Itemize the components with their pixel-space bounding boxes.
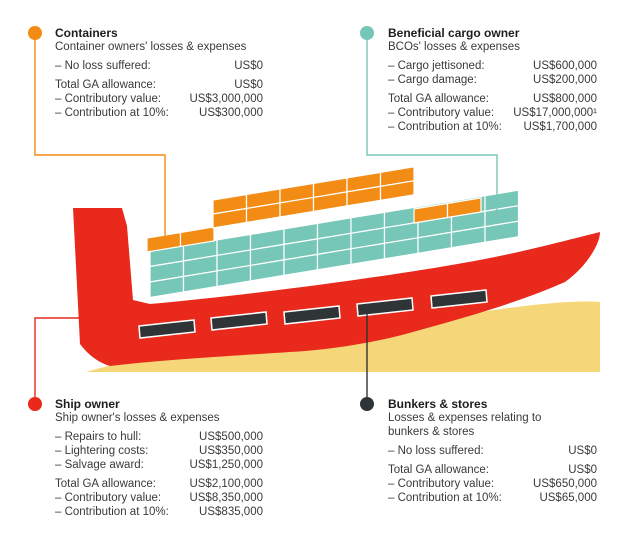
row-value: US$65,000 bbox=[539, 492, 597, 504]
row-label: – Contributory value: bbox=[55, 492, 162, 504]
row: – Contributory value: US$8,350,000 bbox=[55, 491, 263, 505]
cargo-owner-subtitle: BCOs' losses & expenses bbox=[388, 41, 520, 53]
row: – Contribution at 10%: US$300,000 bbox=[55, 106, 263, 120]
containers-dot-icon bbox=[28, 26, 42, 40]
row: – Contributory value: US$650,000 bbox=[388, 477, 597, 491]
row: – Contribution at 10%: US$65,000 bbox=[388, 491, 597, 505]
row-value: US$0 bbox=[234, 79, 263, 91]
cargo-containers bbox=[149, 189, 520, 299]
row-label: – No loss suffered: bbox=[55, 60, 151, 72]
row-label: – Lightering costs: bbox=[55, 445, 149, 457]
row: Total GA allowance: US$2,100,000 bbox=[55, 477, 263, 491]
row-value: US$3,000,000 bbox=[189, 93, 263, 105]
row-value: US$800,000 bbox=[533, 93, 597, 105]
cargo-container bbox=[484, 220, 520, 243]
ship-dot-icon bbox=[28, 397, 42, 411]
containers-title: Containers bbox=[55, 26, 118, 40]
row-label: – Contributory value: bbox=[388, 107, 495, 119]
row-value: US$650,000 bbox=[533, 478, 597, 490]
cargo-owner-title: Beneficial cargo owner bbox=[388, 26, 520, 40]
owner-containers bbox=[146, 166, 482, 253]
row-value: US$350,000 bbox=[199, 445, 263, 457]
row: – Contribution at 10%: US$1,700,000 bbox=[388, 120, 597, 134]
row-label: – Contribution at 10%: bbox=[55, 107, 169, 119]
row-label: – Contribution at 10%: bbox=[55, 506, 169, 518]
ship-owner-subtitle: Ship owner's losses & expenses bbox=[55, 412, 220, 424]
row-value: US$1,250,000 bbox=[189, 459, 263, 471]
cargo-dot-icon bbox=[360, 26, 374, 40]
ship-hull bbox=[73, 208, 600, 366]
row-value: US$500,000 bbox=[199, 431, 263, 443]
row-value: US$835,000 bbox=[199, 506, 263, 518]
ship-owner-panel: Ship owner Ship owner's losses & expense… bbox=[55, 397, 263, 519]
row-label: – Salvage award: bbox=[55, 459, 144, 471]
owner-container bbox=[446, 197, 482, 219]
row-label: – Repairs to hull: bbox=[55, 431, 142, 443]
row: – Contributory value: US$17,000,000¹ bbox=[388, 106, 597, 120]
bunkers-subtitle: Losses & expenses relating to bunkers & … bbox=[388, 412, 542, 438]
row: – Salvage award: US$1,250,000 bbox=[55, 458, 263, 472]
row-label: Total GA allowance: bbox=[55, 478, 157, 490]
row-label: Total GA allowance: bbox=[388, 93, 490, 105]
row: – Lightering costs: US$350,000 bbox=[55, 444, 263, 458]
bridge bbox=[95, 208, 122, 236]
owner-container bbox=[179, 226, 215, 248]
containers-leader bbox=[34, 33, 166, 238]
row: – Cargo damage: US$200,000 bbox=[388, 73, 597, 87]
portholes bbox=[138, 289, 488, 339]
row-value: US$300,000 bbox=[199, 107, 263, 119]
row-value: US$8,350,000 bbox=[189, 492, 263, 504]
row-value: US$200,000 bbox=[533, 74, 597, 86]
row-value: US$0 bbox=[234, 60, 263, 72]
row: – No loss suffered: US$0 bbox=[55, 59, 263, 73]
row-value: US$2,100,000 bbox=[189, 478, 263, 490]
row-value: US$17,000,000¹ bbox=[513, 107, 597, 119]
row-value: US$600,000 bbox=[533, 60, 597, 72]
row-value: US$0 bbox=[568, 445, 597, 457]
cargo-owner-panel: Beneficial cargo owner BCOs' losses & ex… bbox=[388, 26, 597, 134]
ship-leader bbox=[34, 317, 118, 404]
bunkers-panel: Bunkers & stores Losses & expenses relat… bbox=[388, 397, 597, 505]
row-label: – Contribution at 10%: bbox=[388, 121, 502, 133]
row-label: – Contributory value: bbox=[388, 478, 495, 490]
row-label: Total GA allowance: bbox=[388, 464, 490, 476]
row-value: US$0 bbox=[568, 464, 597, 476]
row-value: US$1,700,000 bbox=[523, 121, 597, 133]
owner-container bbox=[379, 180, 415, 202]
row: – Contribution at 10%: US$835,000 bbox=[55, 505, 263, 519]
row-label: Total GA allowance: bbox=[55, 79, 157, 91]
row-label: – Cargo jettisoned: bbox=[388, 60, 485, 72]
containers-panel: Containers Container owners' losses & ex… bbox=[55, 26, 263, 120]
bunkers-title: Bunkers & stores bbox=[388, 397, 488, 411]
row: – Repairs to hull: US$500,000 bbox=[55, 430, 263, 444]
row: Total GA allowance: US$800,000 bbox=[388, 92, 597, 106]
row: – No loss suffered: US$0 bbox=[388, 444, 597, 458]
row-label: – Contributory value: bbox=[55, 93, 162, 105]
row-label: – Contribution at 10%: bbox=[388, 492, 502, 504]
row: – Contributory value: US$3,000,000 bbox=[55, 92, 263, 106]
row: Total GA allowance: US$0 bbox=[55, 78, 263, 92]
cargo-leader bbox=[366, 33, 498, 213]
ship-owner-title: Ship owner bbox=[55, 397, 120, 411]
row-label: – Cargo damage: bbox=[388, 74, 477, 86]
row: Total GA allowance: US$0 bbox=[388, 463, 597, 477]
row-label: – No loss suffered: bbox=[388, 445, 484, 457]
bunkers-dot-icon bbox=[360, 397, 374, 411]
row: – Cargo jettisoned: US$600,000 bbox=[388, 59, 597, 73]
containers-subtitle: Container owners' losses & expenses bbox=[55, 41, 247, 53]
